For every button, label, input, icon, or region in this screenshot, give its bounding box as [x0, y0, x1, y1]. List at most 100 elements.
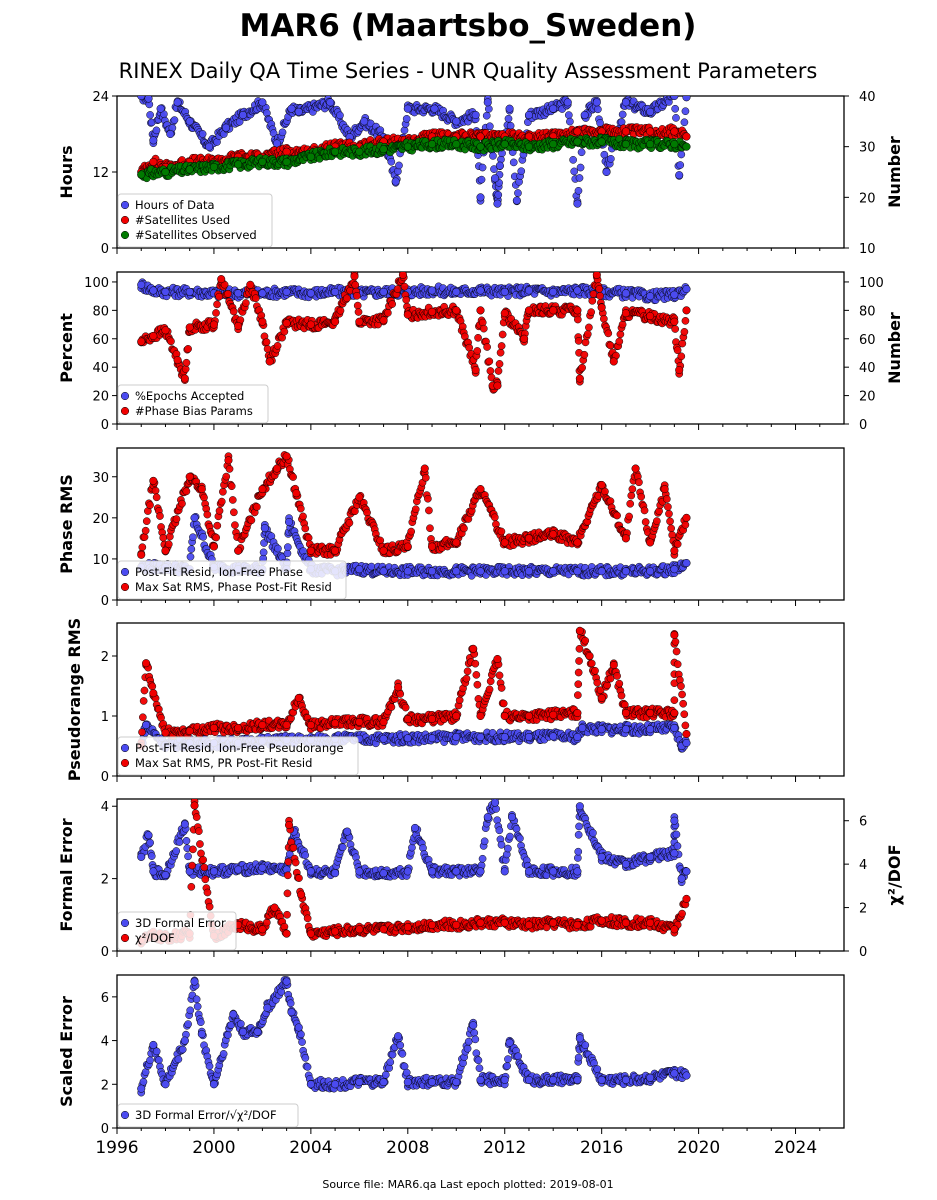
series-2-band-point	[242, 299, 250, 307]
series-1-point	[646, 107, 655, 116]
series-1-band-point	[146, 111, 154, 119]
series-2-band-point	[615, 337, 624, 346]
series-2-band-point	[679, 699, 688, 708]
series-2-band-point	[228, 496, 237, 504]
series-2-band-point	[251, 294, 260, 303]
series-1-band-point	[594, 105, 602, 114]
series-1-point	[621, 725, 630, 734]
series-2-point	[621, 127, 630, 136]
series-3-point	[621, 140, 630, 149]
series-1-point	[452, 567, 461, 576]
series-1-point	[670, 723, 679, 733]
series-1-band-point	[199, 533, 208, 541]
series-2-band-point	[299, 512, 307, 521]
series-2-band-point	[336, 306, 345, 315]
series-2-band-point	[673, 540, 682, 548]
series-2-band-point	[574, 337, 583, 345]
series-2-band-point	[585, 323, 593, 332]
series-1-band-point	[336, 111, 344, 120]
series-1-point	[682, 738, 691, 748]
series-1-band-point	[569, 156, 577, 164]
series-1-point	[391, 177, 400, 186]
series-2-band-point	[606, 341, 615, 350]
series-2-point	[427, 542, 437, 551]
series-1-band-point	[170, 116, 179, 124]
series-2-point	[306, 546, 315, 555]
series-1-point	[578, 723, 587, 733]
series-2-band-point	[460, 524, 468, 533]
series-2-band-point	[472, 671, 481, 679]
series-2-point	[476, 485, 485, 494]
series-2-point	[597, 480, 606, 490]
series-1-point	[524, 567, 534, 576]
series-2-band-point	[164, 540, 173, 549]
series-2-band-point	[401, 703, 410, 712]
series-1-band-point	[485, 122, 494, 131]
y-tick-label: 1	[101, 710, 109, 725]
series-2-point	[670, 127, 679, 136]
y-tick-label: 40	[92, 361, 109, 376]
series-2-point	[355, 717, 364, 727]
series-1-band-point	[387, 157, 396, 166]
series-2-band-point	[678, 690, 686, 699]
y-tick-label: 24	[92, 90, 109, 105]
series-2-point	[149, 476, 158, 485]
series-1-band-point	[596, 119, 604, 127]
series-2-point	[592, 272, 601, 279]
series-2-point	[355, 317, 364, 326]
series-2-band-point	[670, 696, 679, 705]
series-2-band-point	[662, 495, 671, 503]
series-2-band-point	[178, 499, 186, 508]
series-1-band-point	[575, 174, 584, 182]
series-1-band-point	[504, 114, 513, 123]
series-2-band-point	[402, 295, 411, 304]
series-1-point	[682, 96, 691, 102]
legend-marker	[120, 200, 130, 210]
series-2-band-point	[680, 328, 689, 336]
series-2-band-point	[580, 350, 589, 359]
series-2-point	[403, 542, 412, 551]
series-1-band-point	[509, 158, 518, 167]
series-2-point	[331, 546, 340, 555]
series-1-band-point	[187, 545, 196, 553]
y2-tick-label: 40	[859, 90, 876, 105]
y-tick-label: 0	[101, 770, 109, 785]
series-1-band-point	[395, 161, 403, 170]
series-1-band-point	[189, 533, 197, 542]
series-2-point	[197, 485, 206, 494]
series-3-point	[573, 137, 582, 146]
series-1-point	[190, 513, 199, 522]
series-1-point	[495, 161, 504, 170]
series-1-point	[282, 287, 291, 296]
series-1-point	[427, 567, 437, 576]
series-2-band-point	[217, 497, 226, 506]
series-2-point	[217, 275, 226, 284]
series-2-band-point	[301, 524, 310, 533]
series-2-band-point	[616, 330, 625, 339]
series-1-band-point	[274, 544, 282, 553]
series-2-band-point	[229, 307, 238, 316]
series-2-band-point	[400, 282, 409, 291]
series-1-point	[403, 567, 412, 576]
series-2-band-point	[498, 330, 507, 339]
series-2-band-point	[462, 674, 471, 683]
panel-2: 020406080100Percent020406080100Number%Ep…	[57, 271, 904, 433]
series-2-point	[142, 659, 151, 668]
series-1-point	[621, 289, 630, 298]
series-1-point	[403, 734, 412, 743]
series-1-point	[173, 98, 182, 107]
y-tick-label: 0	[101, 242, 109, 257]
series-2-point	[161, 326, 170, 335]
series-1-point	[294, 107, 303, 116]
series-2-band-point	[141, 526, 150, 535]
data-layer	[137, 626, 691, 753]
legend-label: Post-Fit Resid, Ion-Free Phase	[135, 565, 303, 579]
series-1-point	[592, 98, 601, 107]
series-1-band-point	[477, 175, 486, 184]
series-2-band-point	[606, 497, 615, 506]
series-2-band-point	[583, 330, 592, 338]
series-2-band-point	[671, 325, 680, 333]
series-1-point	[500, 567, 509, 576]
series-1-band-point	[514, 189, 522, 197]
series-2-band-point	[588, 296, 597, 305]
